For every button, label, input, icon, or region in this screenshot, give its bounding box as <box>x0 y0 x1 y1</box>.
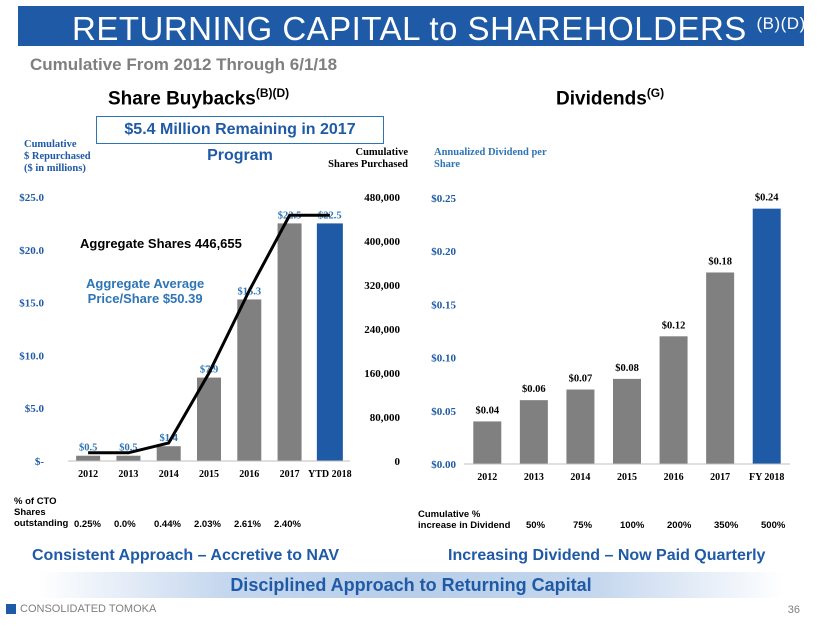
bottom-banner: Disciplined Approach to Returning Capita… <box>38 572 784 598</box>
dividend-category-label: 2016 <box>664 472 684 483</box>
buyback-bar <box>316 223 343 461</box>
pct-outstanding-value: 2.40% <box>274 519 301 530</box>
dividend-category-label: 2015 <box>617 472 637 483</box>
buyback-category-label: 2017 <box>280 469 300 480</box>
left-axis-note: Cumulative $ Repurchased ($ in millions) <box>24 139 91 174</box>
cum-increase-value: 100% <box>620 520 645 531</box>
dividend-category-label: 2017 <box>710 472 730 483</box>
dividend-bar <box>706 272 735 464</box>
buyback-left-tick: $20.0 <box>19 245 44 257</box>
buyback-category-label: 2016 <box>239 469 259 480</box>
buyback-right-tick: 400,000 <box>364 236 400 248</box>
pct-outstanding-value: 0.0% <box>114 519 136 530</box>
dividend-footer: Increasing Dividend – Now Paid Quarterly <box>448 547 766 564</box>
dividend-bar <box>752 208 781 464</box>
dividend-y-tick: $0.25 <box>431 193 456 205</box>
dividend-y-tick: $0.05 <box>431 406 456 418</box>
buyback-right-tick: 480,000 <box>364 192 400 204</box>
page-number: 36 <box>787 604 800 616</box>
buyback-value-label: $0.5 <box>79 443 97 454</box>
dividend-y-tick: $0.20 <box>431 246 456 258</box>
dividend-y-tick: $0.15 <box>431 299 456 311</box>
dividend-axis-note: Annualized Dividend per Share <box>434 147 547 170</box>
dividend-bar <box>519 400 548 464</box>
cum-increase-value: 75% <box>573 520 593 531</box>
buybacks-heading: Share Buybacks(B)(D) <box>108 86 290 110</box>
buyback-bar <box>277 223 302 461</box>
buyback-left-tick: $5.0 <box>25 403 45 415</box>
dividend-value-label: $0.07 <box>569 374 593 385</box>
buyback-left-tick: $10.0 <box>19 350 44 362</box>
title-bar <box>18 6 804 46</box>
company-name: CONSOLIDATED TOMOKA <box>20 603 157 615</box>
dividend-category-label: FY 2018 <box>749 472 784 483</box>
dividend-bar <box>566 389 595 464</box>
cum-increase-value: 350% <box>714 520 739 531</box>
buyback-category-label: YTD 2018 <box>308 469 352 480</box>
cum-increase-label: Cumulative % increase in Dividend <box>418 509 511 531</box>
bottom-banner-text: Disciplined Approach to Returning Capita… <box>230 575 592 595</box>
dividend-bar <box>613 378 641 464</box>
pct-outstanding-value: 2.61% <box>234 519 261 530</box>
buyback-value-label: $1.4 <box>160 433 179 444</box>
buyback-bar <box>237 299 262 461</box>
buyback-left-tick: $- <box>35 456 45 468</box>
buyback-right-tick: 0 <box>395 456 401 468</box>
pct-outstanding-label: % of CTO Shares outstanding <box>14 496 69 529</box>
company-logo-icon <box>6 604 16 614</box>
dividend-value-label: $0.08 <box>615 363 639 374</box>
buyback-bar <box>76 455 101 461</box>
buyback-right-tick: 320,000 <box>364 280 400 292</box>
buyback-right-tick: 80,000 <box>370 412 401 424</box>
buyback-footer: Consistent Approach – Accretive to NAV <box>32 547 340 564</box>
right-axis-note: Cumulative Shares Purchased <box>328 147 408 170</box>
dividend-y-tick: $0.10 <box>431 353 456 365</box>
dividend-category-label: 2014 <box>570 472 590 483</box>
dividend-value-label: $0.12 <box>662 320 686 331</box>
dividends-heading: Dividends(G) <box>556 86 665 110</box>
cum-increase-value: 500% <box>761 520 786 531</box>
dividend-category-label: 2013 <box>524 472 544 483</box>
slide-subtitle: Cumulative From 2012 Through 6/1/18 <box>30 55 338 74</box>
dividend-bar <box>659 336 688 464</box>
dividend-value-label: $0.18 <box>708 256 732 267</box>
aggregate-shares-label: Aggregate Shares 446,655 <box>80 236 242 251</box>
buyback-left-tick: $25.0 <box>19 192 44 204</box>
cum-increase-value: 50% <box>526 520 546 531</box>
buyback-category-label: 2013 <box>118 469 138 480</box>
dividend-category-label: 2012 <box>477 472 497 483</box>
shares-purchased-line <box>88 213 330 455</box>
buyback-right-tick: 160,000 <box>364 368 400 380</box>
slide-title: RETURNING CAPITAL to SHAREHOLDERS (B)(D) <box>72 10 806 47</box>
buyback-value-label: $0.5 <box>119 443 137 454</box>
buyback-right-tick: 240,000 <box>364 324 400 336</box>
buyback-left-tick: $15.0 <box>19 298 44 310</box>
dividend-y-tick: $0.00 <box>431 459 456 471</box>
dividend-value-label: $0.06 <box>522 384 546 395</box>
pct-outstanding-value: 0.25% <box>74 519 101 530</box>
buyback-category-label: 2015 <box>199 469 219 480</box>
dividend-bar <box>473 421 502 464</box>
pct-outstanding-value: 0.44% <box>154 519 181 530</box>
buyback-bar <box>156 446 181 461</box>
buyback-category-label: 2014 <box>159 469 179 480</box>
cum-increase-value: 200% <box>667 520 692 531</box>
buyback-category-label: 2012 <box>78 469 98 480</box>
pct-outstanding-value: 2.03% <box>194 519 221 530</box>
dividend-value-label: $0.24 <box>755 193 779 204</box>
buyback-bar <box>116 455 141 461</box>
remaining-program-note: $5.4 Million Remaining in 2017 Program <box>96 116 384 164</box>
aggregate-price-label: Aggregate Average Price/Share $50.39 <box>86 276 205 306</box>
dividend-value-label: $0.04 <box>475 405 499 416</box>
buyback-bar <box>197 377 221 461</box>
